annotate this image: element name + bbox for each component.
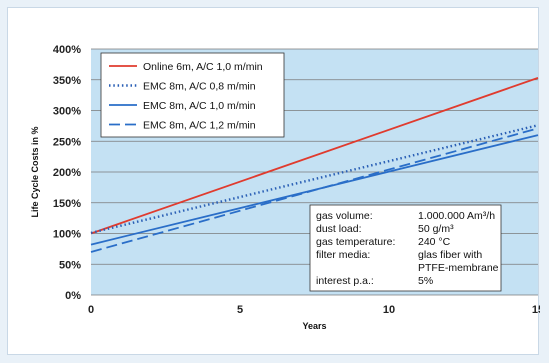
series-line	[90, 77, 539, 235]
legend-box	[100, 52, 285, 138]
x-tick-label: 0	[88, 304, 94, 316]
y-tick-label: 150%	[53, 198, 81, 210]
chart-frame: 0%50%100%150%200%250%300%350%400%051015 …	[7, 7, 540, 355]
legend-label: Online 6m, A/C 1,0 m/min	[143, 61, 263, 73]
x-tick-label: 10	[383, 304, 395, 316]
x-tick-label: 5	[237, 304, 243, 316]
info-value: 50 g/m³	[418, 223, 454, 235]
info-value: 5%	[418, 275, 433, 287]
x-tick-label: 15	[532, 304, 540, 316]
legend-label: EMC 8m, A/C 1,0 m/min	[143, 100, 256, 112]
line-chart: 0%50%100%150%200%250%300%350%400%051015 …	[30, 44, 540, 331]
info-value: glas fiber with	[418, 249, 482, 261]
info-label: gas temperature:	[316, 236, 395, 248]
info-label: filter media:	[316, 249, 370, 261]
y-tick-label: 400%	[53, 44, 81, 56]
y-axis-title: Life Cycle Costs in %	[30, 126, 40, 217]
info-box-frame	[309, 204, 502, 292]
series-line	[90, 127, 539, 253]
legend-label: EMC 8m, A/C 1,2 m/min	[143, 120, 256, 132]
info-label: dust load:	[316, 223, 362, 235]
series-line	[90, 124, 539, 235]
info-value: 1.000.000 Am³/h	[418, 210, 495, 222]
legend-label: EMC 8m, A/C 0,8 m/min	[143, 81, 256, 93]
y-tick-label: 50%	[59, 259, 81, 271]
axis-ticks: 0% 50% 100% 150% 200% 250% 300% 350% 400% 0 5 10 15	[53, 44, 540, 316]
info-label: interest p.a.:	[316, 275, 374, 287]
y-tick-label: 200%	[53, 167, 81, 179]
y-tick-label: 250%	[53, 136, 81, 148]
x-axis-title: Years	[302, 321, 326, 331]
info-value: 240 °C	[418, 236, 451, 248]
y-tick-label: 100%	[53, 229, 81, 241]
y-tick-label: 0%	[65, 290, 81, 302]
y-tick-label: 300%	[53, 106, 81, 118]
info-value: PTFE-membrane	[418, 262, 499, 274]
y-tick-label: 350%	[53, 75, 81, 87]
info-label: gas volume:	[316, 210, 373, 222]
legend: Online 6m, A/C 1,0 m/min EMC 8m, A/C 0,8 …	[100, 52, 285, 138]
series-lines	[90, 77, 539, 253]
info-box: gas volume: 1.000.000 Am³/h dust load: 50 g…	[309, 204, 502, 292]
